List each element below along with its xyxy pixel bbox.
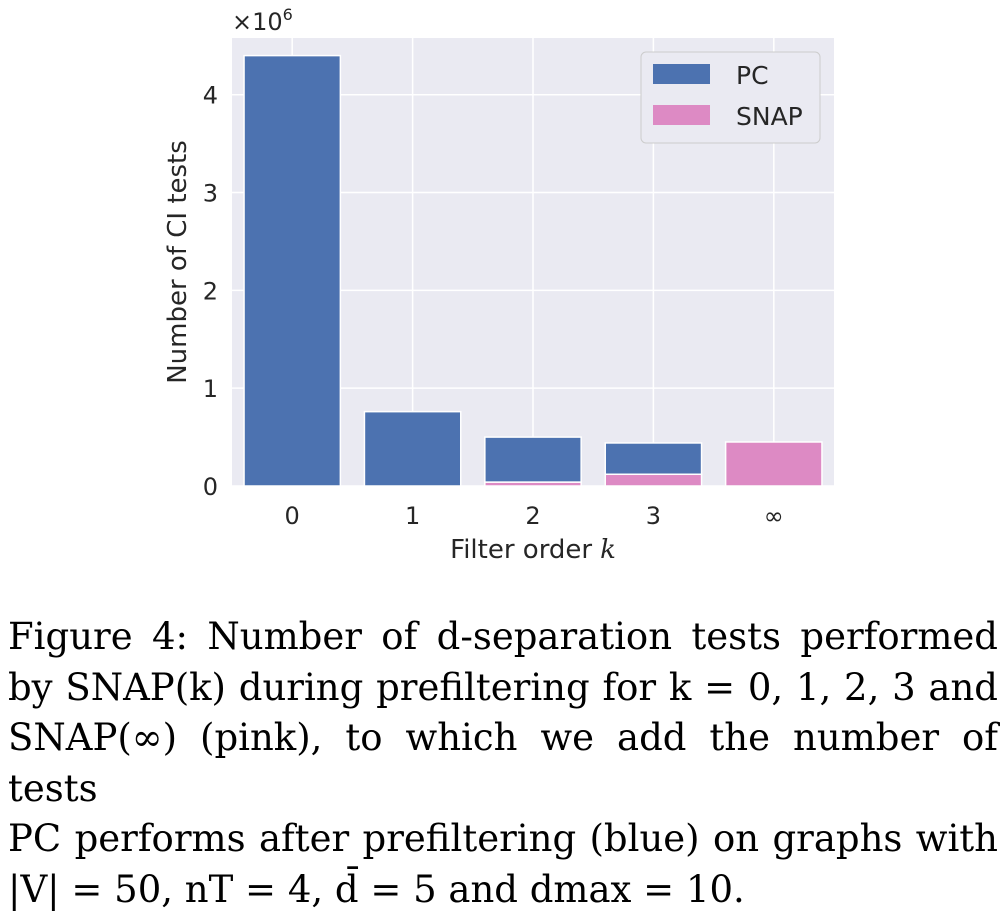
caption-line-4: PC performs after prefiltering (blue) on… bbox=[8, 814, 998, 865]
y-tick-label: 2 bbox=[203, 277, 218, 305]
x-axis-label-text: Filter order bbox=[450, 535, 592, 565]
y-tick-label: 0 bbox=[203, 473, 218, 501]
y-multiplier-base: ×10 bbox=[232, 8, 283, 36]
caption-line-2: by SNAP(k) during prefiltering for k = 0… bbox=[8, 663, 998, 714]
x-axis-label: Filter order k bbox=[450, 535, 616, 565]
y-tick-labels: 0 1 2 3 4 bbox=[203, 82, 218, 501]
bar-pc-3 bbox=[605, 443, 701, 474]
y-tick-label: 1 bbox=[203, 375, 218, 403]
caption-line-3: SNAP(∞) (pink), to which we add the numb… bbox=[8, 713, 998, 814]
legend-label-pc: PC bbox=[736, 61, 769, 90]
y-multiplier-exponent: 6 bbox=[283, 5, 293, 24]
x-axis-label-var: k bbox=[600, 535, 616, 565]
x-tick-label: 1 bbox=[405, 502, 420, 530]
legend-swatch-snap bbox=[653, 105, 710, 125]
bar-snap-3 bbox=[605, 474, 701, 486]
y-tick-label: 4 bbox=[203, 82, 218, 110]
legend-swatch-pc bbox=[653, 64, 710, 84]
bar-snap-4 bbox=[726, 442, 822, 486]
bar-chart: 0 1 2 3 4 0 1 2 3 ∞ ×106 Number of CI tests Filt… bbox=[0, 0, 1000, 590]
x-tick-label: 0 bbox=[285, 502, 300, 530]
y-axis-label: Number of CI tests bbox=[163, 140, 193, 384]
bar-pc-0 bbox=[244, 56, 340, 486]
x-tick-label: 3 bbox=[646, 502, 661, 530]
y-tick-label: 3 bbox=[203, 180, 218, 208]
caption-line-5: |V| = 50, nT = 4, d̄ = 5 and dmax = 10. bbox=[8, 865, 998, 915]
figure-caption: Figure 4: Number of d-separation tests p… bbox=[8, 612, 998, 915]
legend: PC SNAP bbox=[641, 52, 820, 143]
bar-pc-1 bbox=[364, 412, 460, 486]
legend-label-snap: SNAP bbox=[736, 102, 803, 131]
x-tick-label: ∞ bbox=[764, 502, 784, 530]
x-tick-label: 2 bbox=[525, 502, 540, 530]
x-tick-labels: 0 1 2 3 ∞ bbox=[285, 502, 784, 530]
caption-line-1: Figure 4: Number of d-separation tests p… bbox=[8, 612, 998, 663]
bar-pc-2 bbox=[485, 437, 581, 482]
y-multiplier: ×106 bbox=[232, 5, 293, 36]
